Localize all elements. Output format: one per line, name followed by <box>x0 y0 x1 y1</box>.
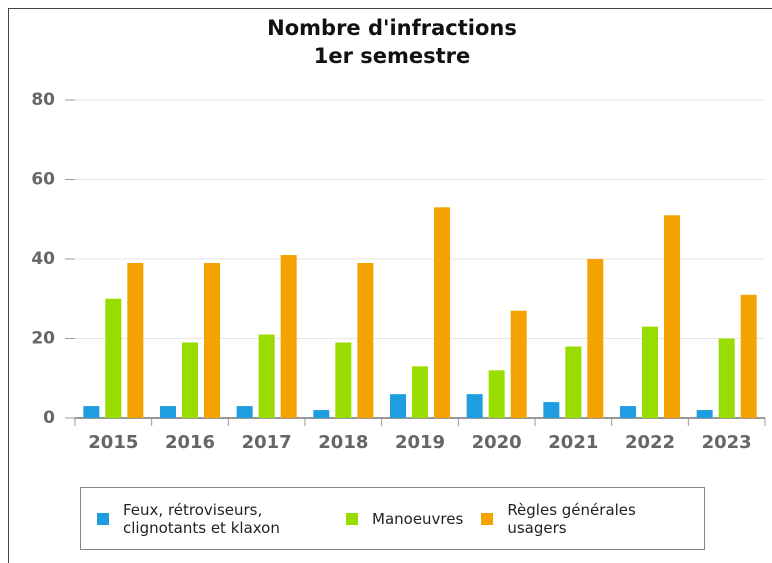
bar <box>160 406 176 418</box>
x-tick-label: 2019 <box>395 432 445 453</box>
bar <box>390 394 406 418</box>
y-tick-label: 80 <box>31 90 55 110</box>
bar <box>718 338 735 418</box>
legend-label: Manoeuvres <box>372 509 464 528</box>
chart-subtitle: 1er semestre <box>314 44 471 68</box>
x-tick-label: 2022 <box>625 432 675 453</box>
bar <box>696 410 713 418</box>
x-tick-label: 2016 <box>165 432 215 453</box>
x-tick-label: 2020 <box>472 432 522 453</box>
bar <box>357 262 374 418</box>
bar <box>127 262 144 418</box>
bar <box>335 342 352 418</box>
x-tick-label: 2023 <box>702 432 752 453</box>
legend-swatch <box>481 512 494 525</box>
legend-item: Règles générales usagers <box>481 501 682 537</box>
bar <box>565 346 582 418</box>
y-tick-label: 40 <box>31 249 55 269</box>
bar <box>434 207 450 418</box>
bar <box>313 410 330 418</box>
bar <box>642 326 658 418</box>
legend-item: Feux, rétroviseurs, clignotants et klaxo… <box>97 501 328 537</box>
legend-item: Manoeuvres <box>346 510 463 528</box>
x-tick-label: 2018 <box>318 432 368 453</box>
bar <box>258 334 275 418</box>
chart-title: Nombre d'infractions <box>267 16 517 40</box>
bar <box>236 406 253 418</box>
y-tick-label: 0 <box>43 408 55 428</box>
bar <box>664 215 680 418</box>
legend-swatch <box>346 512 358 525</box>
x-tick-label: 2017 <box>242 432 292 453</box>
bar <box>280 255 297 418</box>
bar <box>488 370 505 418</box>
bar <box>182 342 198 418</box>
y-tick-label: 60 <box>31 170 55 190</box>
bar <box>510 310 527 418</box>
legend: Feux, rétroviseurs, clignotants et klaxo… <box>80 487 705 550</box>
frame <box>8 8 772 563</box>
x-tick-label: 2021 <box>548 432 598 453</box>
bar <box>105 298 122 418</box>
bar <box>412 366 428 418</box>
bar <box>204 262 220 418</box>
legend-swatch <box>97 512 109 525</box>
x-tick-label: 2015 <box>88 432 138 453</box>
bar <box>466 394 483 418</box>
bar <box>740 294 757 418</box>
legend-label: Règles générales usagers <box>507 500 636 537</box>
bar <box>587 259 604 418</box>
bar <box>620 406 636 418</box>
bar <box>83 406 100 418</box>
legend-label: Feux, rétroviseurs, clignotants et klaxo… <box>123 500 280 537</box>
bar <box>543 402 560 418</box>
y-tick-label: 20 <box>31 329 55 349</box>
